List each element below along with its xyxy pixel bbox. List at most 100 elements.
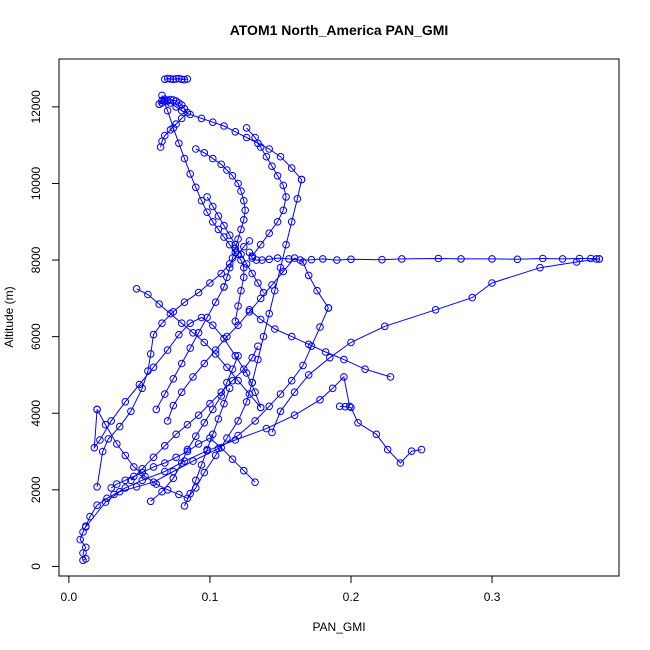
data-point [307,255,316,264]
data-point [177,75,186,84]
data-series [245,306,395,381]
data-point [163,417,172,425]
series-line [79,375,351,561]
data-point [209,430,217,439]
y-tick-label: 4000 [29,400,43,427]
data-point [209,118,217,126]
data-point [149,363,158,372]
data-point [279,206,288,215]
data-point [146,350,155,358]
y-tick-label: 8000 [29,246,43,273]
data-point [223,166,231,174]
data-point [335,402,344,411]
data-point [304,371,313,379]
data-point [468,293,477,302]
data-series [268,255,604,437]
data-point [313,286,321,295]
data-point [132,285,141,293]
data-point [197,461,206,469]
series-line [96,240,250,487]
data-point [287,332,296,341]
x-axis: 0.0 0.1 0.2 0.3 [61,575,501,604]
data-series [203,193,268,297]
data-point [240,365,248,374]
data-point [149,330,158,339]
data-point [431,306,440,314]
data-point [316,323,324,331]
data-point [82,543,90,552]
data-point [115,487,124,496]
data-point [76,535,84,544]
data-point [324,304,333,312]
data-point [265,229,274,237]
data-point [206,279,214,287]
data-point [127,407,135,416]
data-point [197,114,206,123]
data-point [354,419,362,427]
data-point [177,114,186,123]
data-point [488,279,496,287]
data-point [319,255,327,263]
data-point [197,196,206,205]
data-point [240,242,248,251]
data-point [203,313,211,322]
data-point [90,443,99,452]
data-point [259,332,268,341]
data-point [273,254,282,262]
data-point [217,160,225,169]
data-point [146,497,155,506]
data-point [192,432,200,441]
data-point [172,430,180,439]
x-axis-label: PAN_GMI [312,620,365,634]
data-point [265,309,274,318]
data-series [180,384,234,510]
data-point [200,359,209,368]
data-point [341,402,350,411]
data-point [156,143,165,151]
series-line [96,382,253,499]
data-point [254,342,262,351]
data-point [513,255,522,264]
data-point [177,359,186,368]
series-line [339,405,422,464]
data-point [169,401,178,410]
data-point [200,338,209,347]
data-point [558,255,567,263]
data-point [536,263,544,272]
data-point [240,196,248,205]
data-point [333,256,341,264]
data-point [220,122,228,130]
data-point [107,484,115,492]
data-point [189,457,197,465]
series-line [251,179,303,383]
data-point [172,75,180,83]
data-point [161,442,169,450]
data-point [457,255,465,263]
data-point [183,420,192,429]
data-point [396,459,405,467]
data-point [220,283,228,291]
data-point [214,415,223,423]
data-point [132,483,141,491]
data-series [335,402,426,467]
data-point [192,476,200,485]
series-line [167,257,329,422]
data-point [93,483,101,491]
x-tick-label: 0.3 [484,590,501,604]
data-point [237,250,245,259]
x-tick-label: 0.2 [343,590,360,604]
data-series [146,352,242,506]
data-point [251,417,259,425]
data-point [240,273,248,282]
y-tick-label: 12000 [29,90,43,124]
data-point [279,181,288,190]
series-line [184,388,231,507]
series-line [136,288,262,408]
data-point [273,172,282,180]
data-series [82,304,333,531]
chart-title: ATOM1 North_America PAN_GMI [230,22,449,38]
data-point [98,447,107,456]
data-point [228,172,237,180]
data-point [256,240,265,249]
